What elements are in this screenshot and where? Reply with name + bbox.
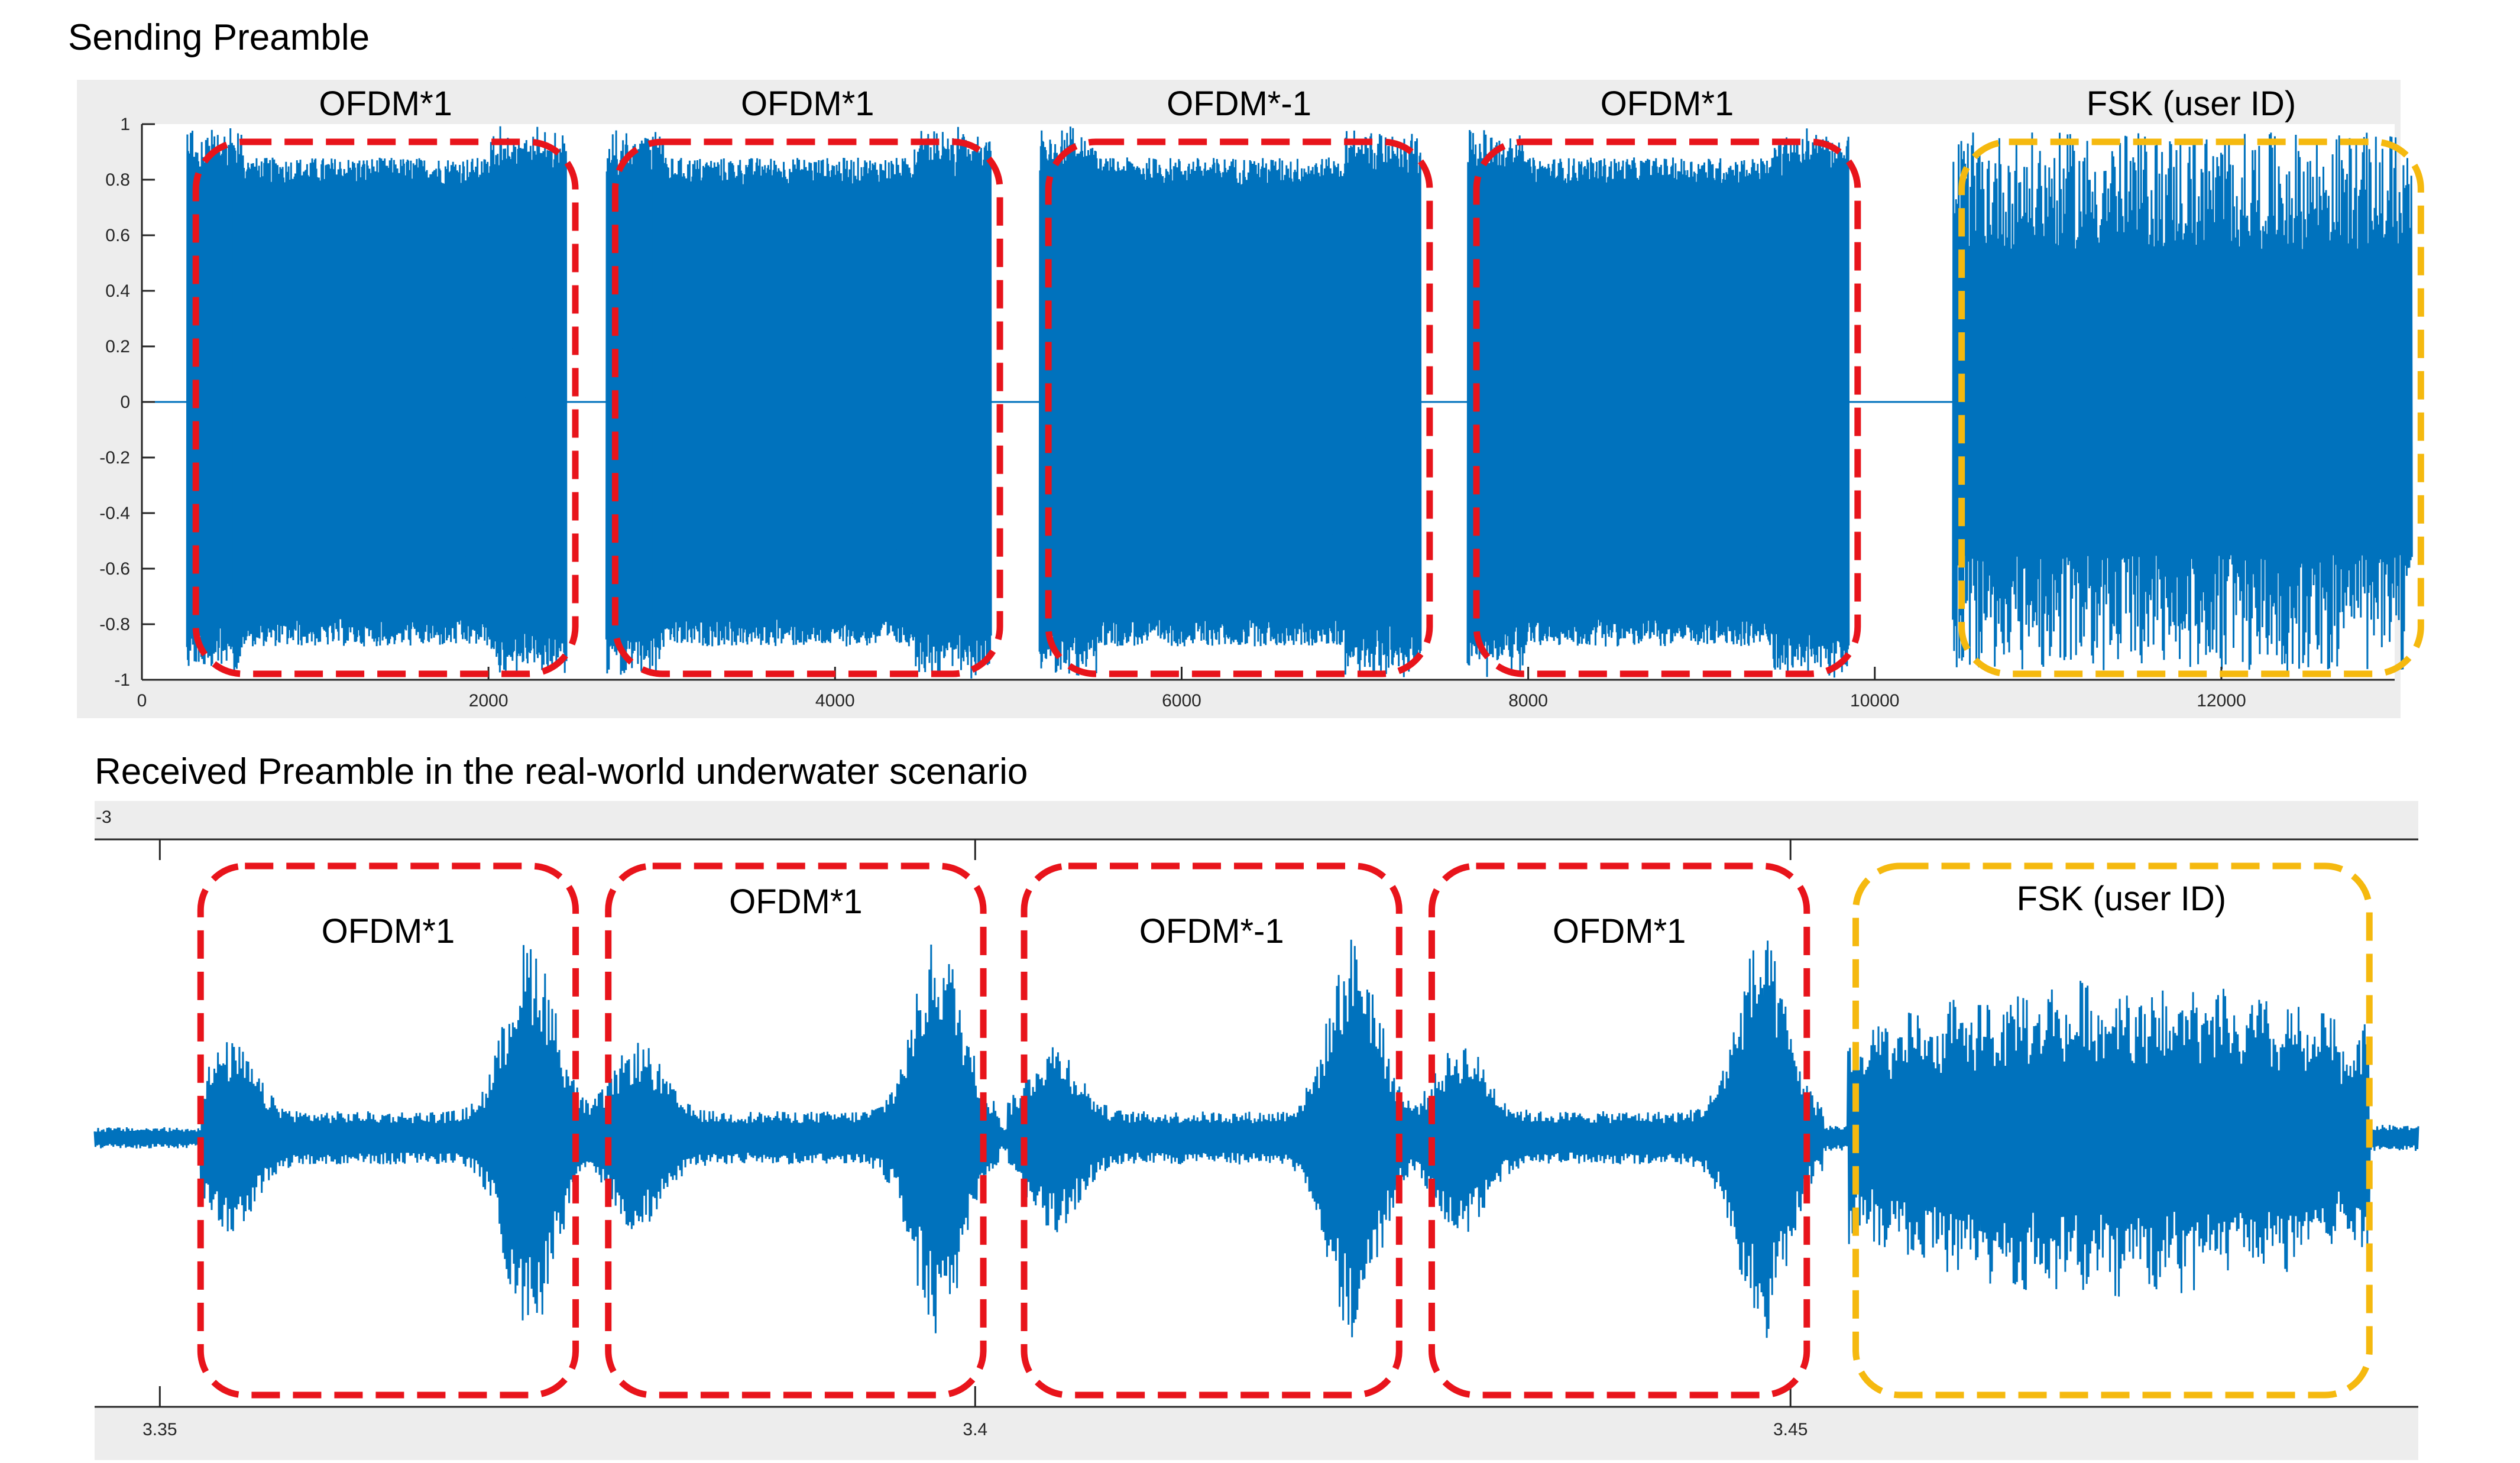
top-y-tick-label: -0.6	[99, 559, 130, 579]
top-ofdm-signal	[1466, 128, 1850, 678]
bottom-exponent-label: -3	[96, 807, 112, 827]
bottom-waveform	[93, 939, 2419, 1338]
top-x-tick-label: 10000	[1850, 691, 1899, 711]
top-y-tick-label: 0	[120, 392, 130, 412]
top-ofdm-core	[1513, 180, 1811, 624]
top-ofdm-core	[652, 180, 953, 624]
bottom-segment-box	[1021, 862, 1402, 1399]
top-y-tick-label: 0.2	[105, 337, 130, 356]
top-ofdm-signal	[186, 126, 568, 673]
bottom-segment-label: OFDM*-1	[1139, 912, 1284, 951]
bottom-header-band	[95, 801, 2418, 839]
top-panel-title: Sending Preamble	[68, 17, 370, 58]
bottom-segment-label: OFDM*1	[1553, 912, 1686, 951]
top-panel: 1 0.8 0.6 0.4 0.2 0 -0.2 -0.4 -0.6 -0.8 -1 0 2000 400…	[77, 80, 2424, 718]
top-fsk-signal	[1952, 132, 2413, 672]
top-segment-box	[192, 138, 579, 677]
bottom-segment-label: OFDM*1	[729, 883, 863, 921]
bottom-segment-box	[1852, 862, 2373, 1399]
bottom-panel: -3 3.35 3.4 3.45 OFDM*1 OFDM*1 OFDM*-1 OFDM*1 FS…	[93, 801, 2419, 1460]
top-segment-label: OFDM*1	[741, 85, 874, 123]
top-x-tick-label: 6000	[1162, 691, 1201, 711]
bottom-segment-label: FSK (user ID)	[2017, 880, 2227, 918]
top-y-tick-label: -0.2	[99, 448, 130, 468]
top-y-tick-label: 1	[120, 115, 130, 134]
bottom-x-tick-label: 3.4	[963, 1420, 987, 1439]
top-y-tick-label: -0.8	[99, 615, 130, 634]
bottom-panel-title: Received Preamble in the real-world unde…	[95, 751, 1028, 792]
bottom-x-tick-label: 3.35	[142, 1420, 177, 1439]
top-ofdm-core	[1085, 180, 1383, 624]
top-ofdm-signal	[605, 126, 992, 679]
top-x-tick-label: 2000	[469, 691, 508, 711]
top-segment-label: FSK (user ID)	[2087, 85, 2296, 123]
top-x-tick-label: 8000	[1508, 691, 1548, 711]
top-ofdm-signal	[1038, 126, 1422, 677]
bottom-segment-box	[1428, 862, 1810, 1399]
bottom-segment-box	[605, 862, 987, 1399]
bottom-segment-label: OFDM*1	[322, 912, 455, 951]
bottom-x-tick-label: 3.45	[1773, 1420, 1808, 1439]
top-y-tick-label: -1	[114, 670, 130, 690]
bottom-segment-box	[197, 862, 579, 1399]
top-x-tick-label: 0	[137, 691, 147, 711]
top-segment-box	[1045, 138, 1433, 677]
top-x-tick-label: 12000	[2197, 691, 2246, 711]
top-fsk-core	[1952, 346, 2412, 458]
top-segment-box	[611, 138, 1003, 677]
top-y-tick-label: 0.6	[105, 226, 130, 245]
top-waveform	[142, 126, 2413, 679]
top-segment-label: OFDM*1	[319, 85, 452, 123]
top-segment-box	[1958, 138, 2424, 677]
top-segment-label: OFDM*-1	[1167, 85, 1311, 123]
top-y-tick-label: 0.8	[105, 170, 130, 190]
top-segment-box	[1473, 138, 1861, 677]
top-segment-label: OFDM*1	[1601, 85, 1734, 123]
top-y-tick-label: 0.4	[105, 281, 130, 301]
top-ofdm-core	[232, 180, 529, 624]
bottom-footer-band	[95, 1407, 2418, 1460]
top-x-tick-label: 4000	[815, 691, 855, 711]
top-y-tick-label: -0.4	[99, 504, 130, 523]
